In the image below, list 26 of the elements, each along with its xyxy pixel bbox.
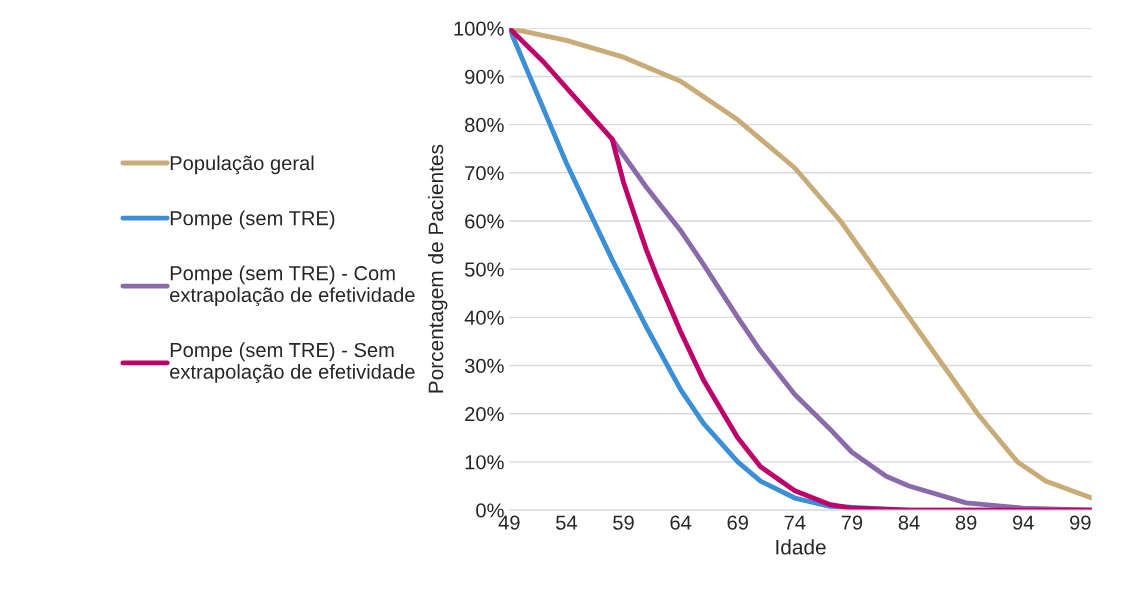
legend-label: Pompe (sem TRE) - Sem extrapolação de efetividade — [170, 342, 415, 383]
x-tick-label: 59 — [613, 515, 634, 530]
legend-label: População geral — [170, 155, 314, 175]
x-tick-label: 94 — [1012, 515, 1034, 530]
x-tick-label: 64 — [670, 515, 692, 530]
x-tick-label: 99 — [1070, 515, 1091, 530]
x-tick-label: 54 — [556, 515, 578, 530]
x-tick-label: 89 — [955, 515, 977, 530]
y-tick-label: 50% — [464, 262, 504, 277]
y-tick-label: 100% — [454, 21, 504, 36]
y-tick-label: 80% — [465, 117, 504, 133]
x-axis-title: Idade — [776, 539, 826, 555]
y-tick-label: 20% — [465, 406, 504, 422]
legend-label: Pompe (sem TRE) - Com extrapolação de efetividade — [170, 265, 415, 307]
y-tick-label: 90% — [465, 69, 504, 84]
x-tick-label: 74 — [784, 515, 806, 530]
legend-label: Pompe (sem TRE) — [170, 210, 335, 230]
y-tick-label: 70% — [465, 166, 504, 181]
y-tick-label: 40% — [464, 310, 504, 325]
y-axis-title: Porcentagem de Pacientes — [427, 144, 448, 393]
y-tick-label: 10% — [465, 455, 504, 470]
x-tick-label: 84 — [898, 515, 920, 530]
y-tick-label: 60% — [465, 214, 504, 229]
x-tick-label: 69 — [727, 515, 748, 530]
y-tick-label: 30% — [464, 358, 504, 374]
x-tick-label: 79 — [841, 515, 863, 530]
